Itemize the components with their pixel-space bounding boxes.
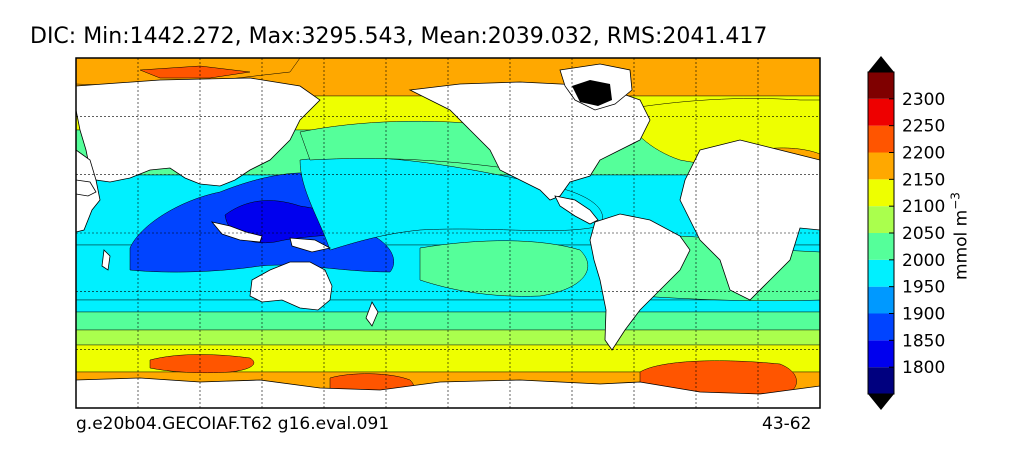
colorbar-tick-label: 2100 [902, 197, 945, 217]
arctic-black-patch [572, 80, 612, 106]
central-america-land [554, 195, 599, 225]
year-range-label: 43-62 [762, 414, 812, 434]
antarctica-land [76, 377, 820, 408]
arabia-land [76, 179, 97, 197]
south-america-land [589, 213, 691, 351]
madagascar-land [101, 249, 111, 271]
colorbar-extend-min [868, 394, 894, 410]
colorbar-tick-label: 2200 [902, 144, 945, 164]
colorbar-swatch [868, 259, 894, 287]
land-masses [76, 63, 820, 408]
colorbar-tick-label: 1950 [902, 278, 945, 298]
south-pacific-green [419, 240, 588, 297]
colorbar-swatch [868, 125, 894, 153]
colorbar-tick-label: 2050 [902, 224, 945, 244]
colorbar-swatch [868, 233, 894, 260]
colorbar-tick-label: 1900 [902, 305, 945, 325]
colorbar-swatch [868, 286, 894, 314]
colorbar-swatch [868, 98, 894, 126]
case-label: g.e20b04.GECOIAF.T62 g16.eval.091 [76, 414, 390, 434]
europe-africa-east-land [679, 139, 820, 301]
colorbar-extend-max [868, 56, 894, 72]
colorbar-tick-label: 2250 [902, 117, 945, 137]
colorbar-tick-label: 2000 [902, 251, 945, 271]
new-guinea-land [289, 237, 332, 253]
colorbar-swatch [868, 313, 894, 341]
colorbar-unit-exponent: −3 [948, 192, 963, 210]
arctic-patch [139, 65, 251, 79]
equatorial-pacific-cyan [299, 156, 603, 251]
colorbar-swatch [868, 206, 894, 233]
graticule [76, 58, 820, 408]
east-antarctic-red [149, 354, 255, 374]
chart-title: DIC: Min:1442.272, Max:3295.543, Mean:20… [30, 24, 768, 49]
colorbar-swatch [868, 152, 894, 180]
colorbar-swatch [868, 367, 894, 394]
colorbar: 1800 1850 1900 1950 2000 2050 2100 2150 2200 2250… [867, 56, 945, 410]
indonesia-land [210, 221, 263, 243]
colorbar-swatch [868, 72, 894, 99]
colorbar-tick-label: 1850 [902, 331, 945, 351]
new-zealand-land [365, 301, 379, 327]
colorbar-unit: mmol m [951, 209, 972, 280]
colorbar-tick-label: 2150 [902, 170, 945, 190]
colorbar-label: mmol m−3 [949, 192, 972, 280]
colorbar-tick-label: 1800 [902, 358, 945, 378]
colorbar-swatch [868, 340, 894, 368]
map-frame [75, 57, 821, 409]
colorbar-swatch [868, 179, 894, 207]
colorbar-tick-label: 2300 [902, 90, 945, 110]
